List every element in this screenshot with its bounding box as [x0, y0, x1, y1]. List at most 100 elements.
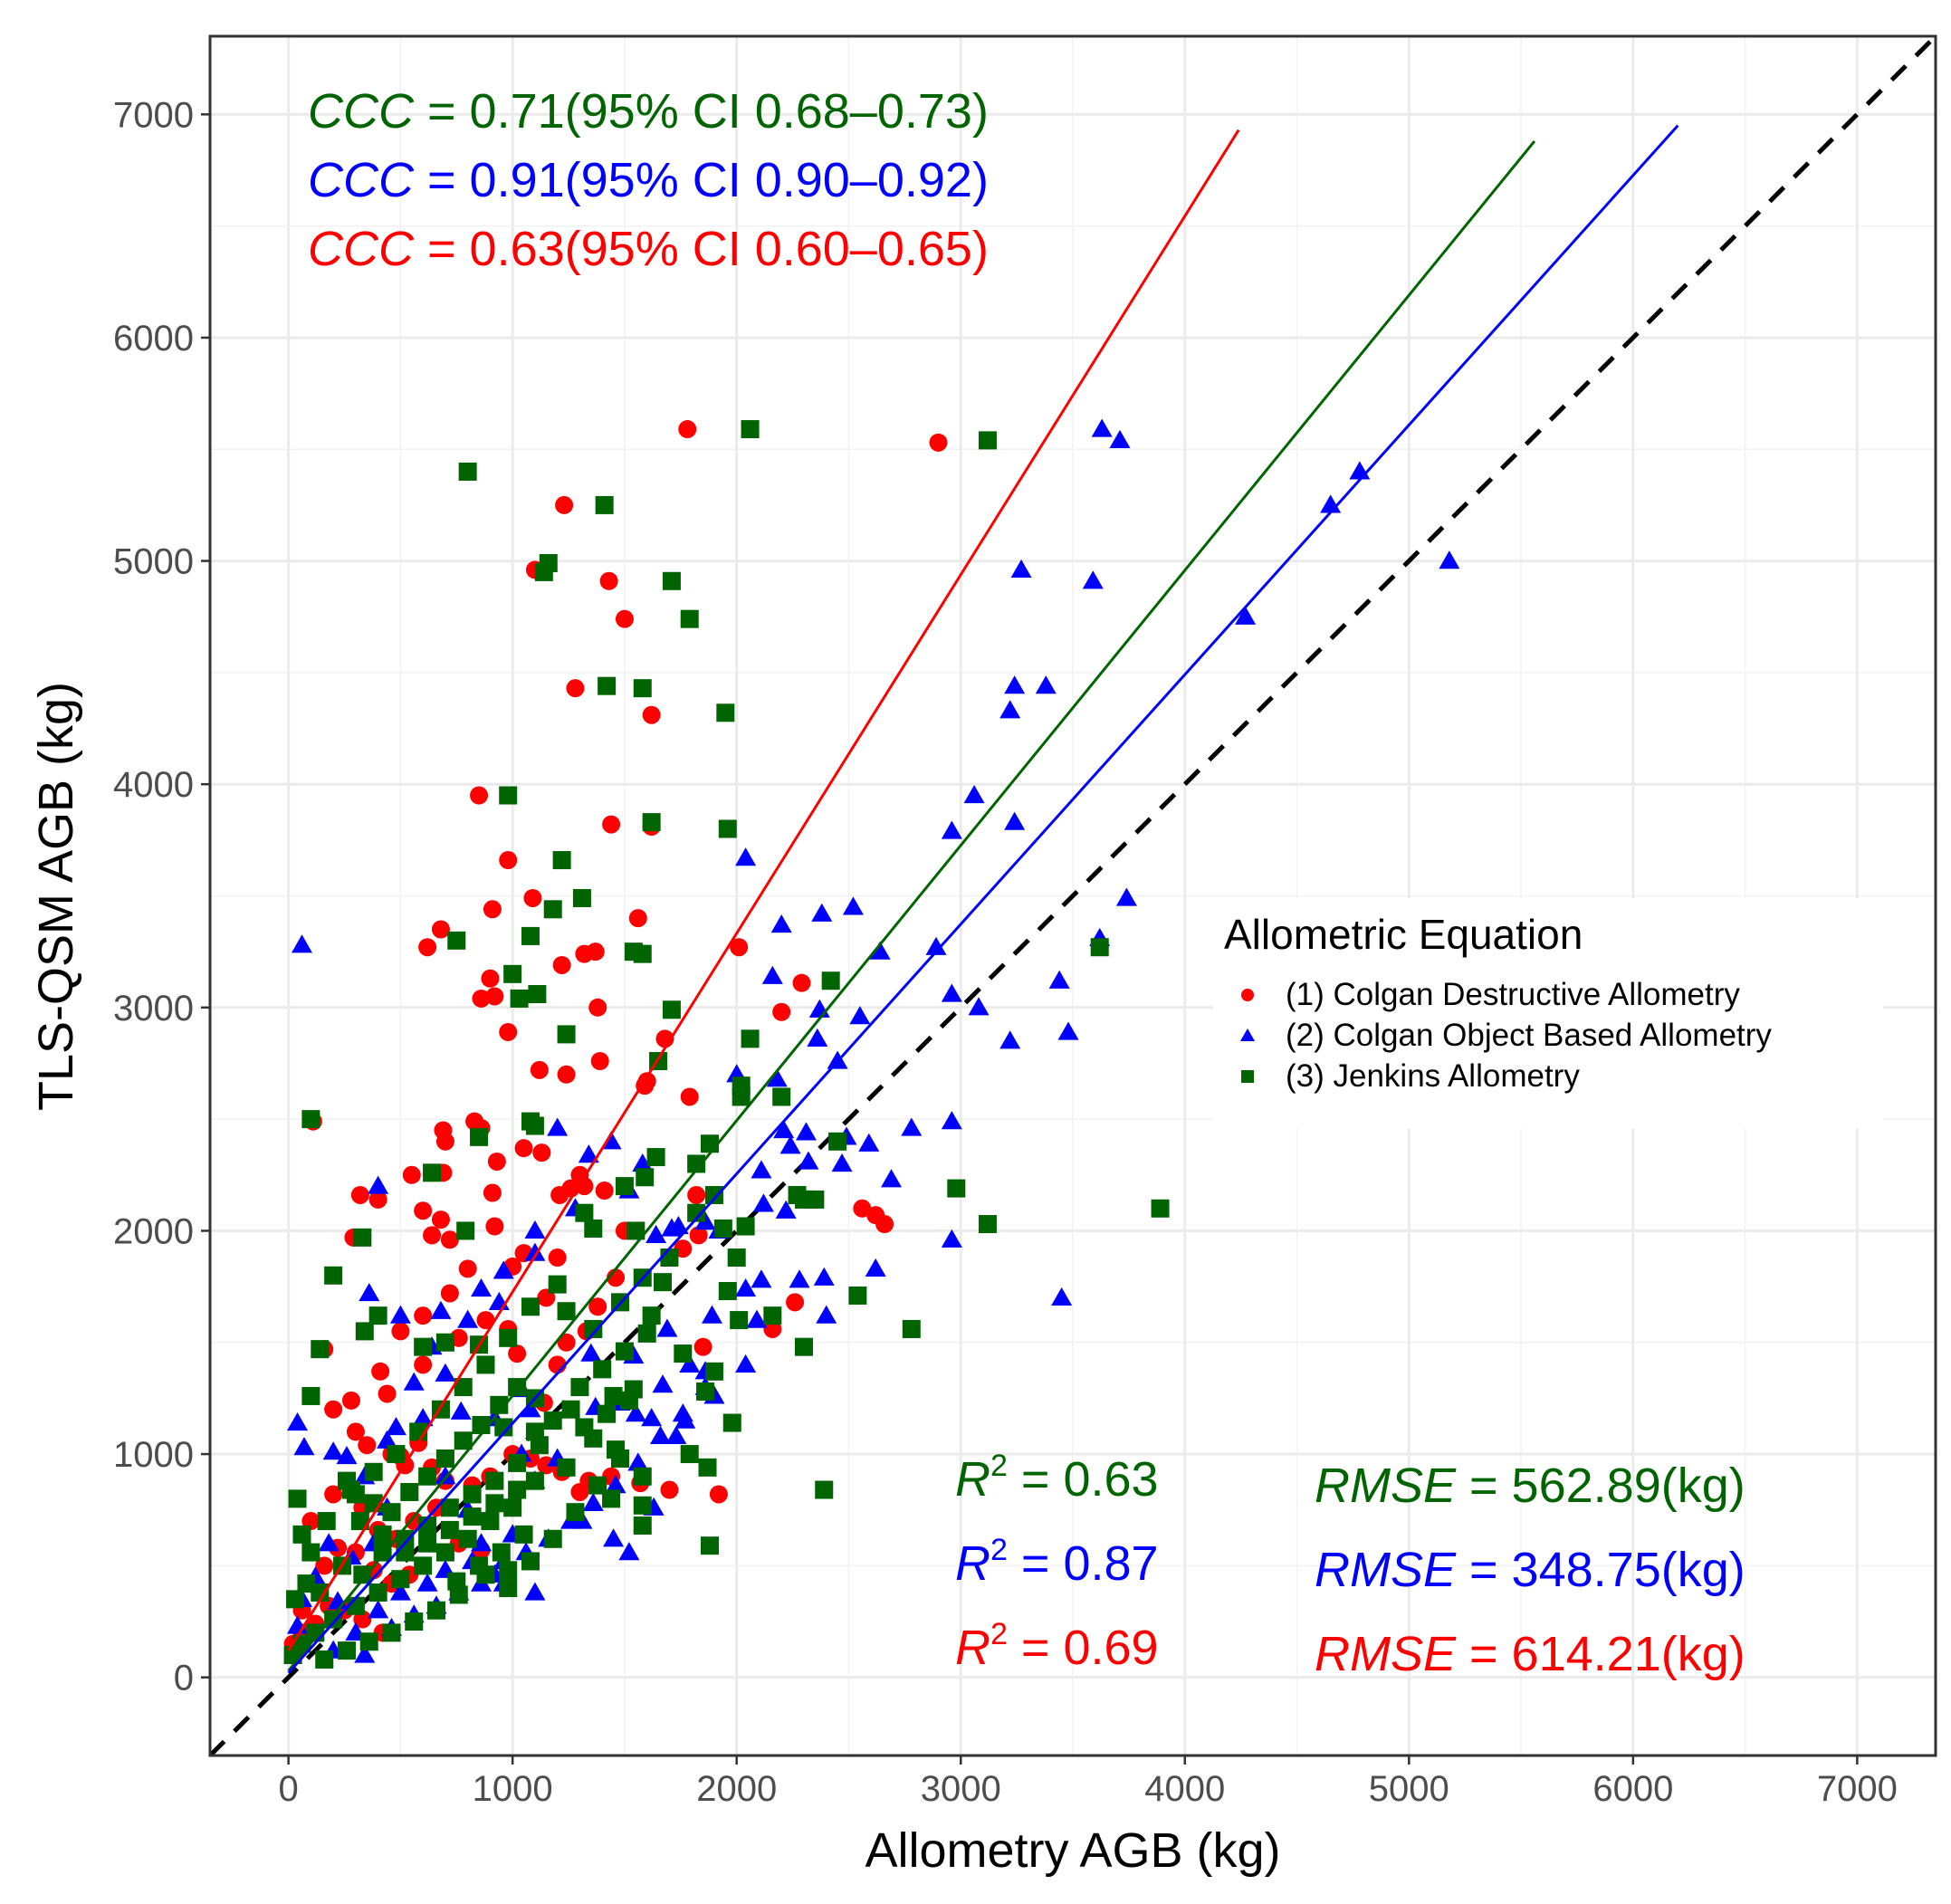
data-point	[633, 1496, 652, 1515]
data-point	[418, 938, 437, 957]
data-point	[604, 1386, 623, 1405]
y-tick-label: 3000	[113, 989, 194, 1029]
legend-label: (1) Colgan Destructive Allometry	[1286, 977, 1740, 1012]
y-tick-label: 1000	[113, 1435, 194, 1475]
data-point	[674, 1344, 693, 1363]
data-point	[811, 903, 833, 922]
data-point	[470, 1127, 489, 1146]
axis-ticks: 0 1000 2000 3000 4000 5000 6000 7000 0 1000 2000 30…	[113, 95, 1898, 1809]
data-point	[521, 1552, 540, 1571]
data-point	[794, 1337, 813, 1356]
legend-key-circle	[1241, 989, 1254, 1001]
fit-line	[287, 124, 1679, 1674]
data-point	[414, 1337, 433, 1356]
legend-label: (3) Jenkins Allometry	[1286, 1058, 1580, 1094]
data-point	[615, 609, 634, 628]
data-point	[440, 1284, 459, 1303]
data-point	[586, 942, 605, 962]
data-point	[619, 1391, 638, 1410]
data-point	[1057, 1021, 1079, 1040]
data-point	[978, 431, 997, 450]
data-point	[435, 1466, 456, 1485]
data-point	[636, 1168, 655, 1187]
data-point	[514, 1525, 533, 1544]
x-axis-title: Allometry AGB (kg)	[865, 1823, 1280, 1878]
data-point	[732, 1087, 751, 1106]
r-squared-annotation: R2 = 0.69	[955, 1617, 1159, 1675]
data-point	[735, 1278, 757, 1297]
data-point	[412, 1408, 434, 1427]
data-point	[599, 571, 618, 590]
data-point	[371, 1362, 390, 1381]
data-point	[701, 1305, 722, 1324]
data-point	[999, 700, 1021, 719]
data-point	[632, 1153, 654, 1172]
x-tick-label: 1000	[473, 1769, 553, 1809]
data-point	[773, 1119, 795, 1139]
data-point	[598, 1404, 617, 1423]
data-point	[1235, 606, 1257, 625]
data-point	[615, 1177, 634, 1196]
data-point	[548, 1249, 567, 1268]
data-point	[514, 1139, 533, 1158]
data-point	[503, 964, 522, 983]
data-point	[709, 1485, 728, 1504]
data-point	[901, 1117, 923, 1136]
data-point	[642, 813, 661, 832]
data-point	[470, 786, 489, 805]
data-point	[525, 1471, 544, 1490]
data-point	[476, 1565, 495, 1584]
data-point	[414, 1355, 433, 1374]
data-point	[423, 1163, 442, 1182]
data-point	[679, 1354, 701, 1373]
data-point	[693, 1337, 712, 1356]
data-point	[520, 1399, 541, 1418]
data-point	[566, 679, 585, 698]
data-point	[324, 1400, 343, 1419]
data-point	[481, 1512, 500, 1531]
data-point	[389, 1582, 411, 1601]
data-point	[654, 1273, 673, 1292]
data-point	[626, 1221, 646, 1240]
data-point	[588, 998, 607, 1017]
data-point	[435, 1449, 454, 1468]
data-point	[680, 1445, 699, 1464]
data-point	[458, 1259, 477, 1278]
data-point	[633, 679, 652, 698]
data-point	[382, 1623, 401, 1642]
data-point	[561, 1400, 580, 1419]
data-point	[941, 820, 962, 839]
data-point	[628, 909, 647, 928]
data-point	[831, 1153, 853, 1172]
data-point	[414, 1556, 433, 1575]
data-point	[1109, 429, 1131, 449]
data-point	[929, 433, 948, 452]
data-point	[454, 1378, 473, 1397]
data-point	[1035, 675, 1057, 694]
data-point	[766, 1068, 788, 1087]
data-point	[521, 926, 540, 945]
fit-line	[287, 139, 1536, 1672]
data-point	[508, 1480, 527, 1499]
data-point	[968, 997, 990, 1016]
data-point	[355, 1322, 374, 1341]
data-point	[798, 1151, 819, 1170]
data-point	[341, 1480, 360, 1499]
data-point	[423, 1226, 442, 1245]
ccc-annotation: CCC = 0.71(95% CI 0.68–0.73)	[308, 84, 989, 139]
data-point	[730, 938, 749, 957]
data-point	[557, 1065, 576, 1084]
data-point	[978, 1215, 997, 1234]
data-point	[373, 1525, 392, 1544]
data-point	[869, 941, 891, 960]
data-point	[593, 1360, 612, 1379]
data-point	[580, 1343, 602, 1362]
data-point	[1004, 675, 1026, 694]
data-point	[815, 1480, 834, 1499]
data-point	[665, 1425, 687, 1444]
data-point	[941, 1111, 962, 1130]
data-point	[858, 1133, 880, 1152]
data-point	[523, 888, 542, 907]
data-point	[637, 1324, 656, 1343]
data-point	[700, 1536, 719, 1555]
